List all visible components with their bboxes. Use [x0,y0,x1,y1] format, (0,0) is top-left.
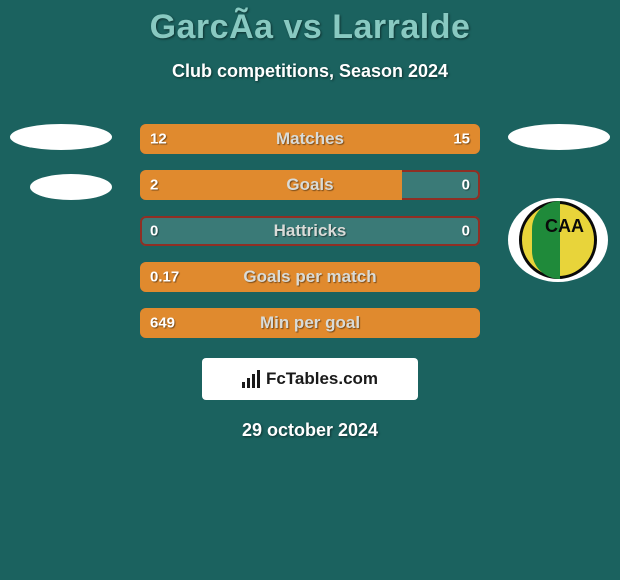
stat-bar-row: 2 0 Goals [140,170,480,200]
avatar-placeholder-icon [30,174,112,200]
subtitle: Club competitions, Season 2024 [0,61,620,82]
bar-value-right: 15 [453,131,470,148]
bar-label: Min per goal [260,313,360,333]
bar-label: Goals per match [243,267,376,287]
badge-text-label: CAA [545,218,584,234]
date-label: 29 october 2024 [0,420,620,441]
brand-label: FcTables.com [266,369,378,389]
club-badge-inner: CAA [519,201,597,279]
player-right-avatar: CAA [508,124,610,282]
comparison-chart: CAA 12 15 Matches 2 0 Goals 0 0 Hattricks 0.17 Goa… [0,124,620,344]
bar-value-right: 0 [462,177,470,194]
club-badge: CAA [508,198,608,282]
stat-bar-row: 0 0 Hattricks [140,216,480,246]
player-left-avatar [10,124,112,200]
bar-label: Hattricks [274,221,347,241]
badge-stripe-icon [532,201,560,279]
avatar-placeholder-icon [10,124,112,150]
bar-label: Matches [276,129,344,149]
bar-value-left: 2 [150,177,158,194]
badge-text: CAA [545,218,584,234]
avatar-placeholder-icon [508,124,610,150]
bar-label: Goals [286,175,333,195]
bar-value-left: 649 [150,315,175,332]
chart-icon [242,370,260,388]
bar-value-left: 0 [150,223,158,240]
bar-fill-left [140,170,402,200]
bar-value-left: 12 [150,131,167,148]
infographic: GarcÃ­a vs Larralde Club competitions, S… [0,0,620,580]
stat-bar-row: 12 15 Matches [140,124,480,154]
stat-bar-row: 649 Min per goal [140,308,480,338]
stat-bars: 12 15 Matches 2 0 Goals 0 0 Hattricks 0.17 Goals p… [140,124,480,338]
stat-bar-row: 0.17 Goals per match [140,262,480,292]
bar-value-left: 0.17 [150,269,179,286]
bar-value-right: 0 [462,223,470,240]
page-title: GarcÃ­a vs Larralde [0,0,620,47]
brand-attribution: FcTables.com [202,358,418,400]
